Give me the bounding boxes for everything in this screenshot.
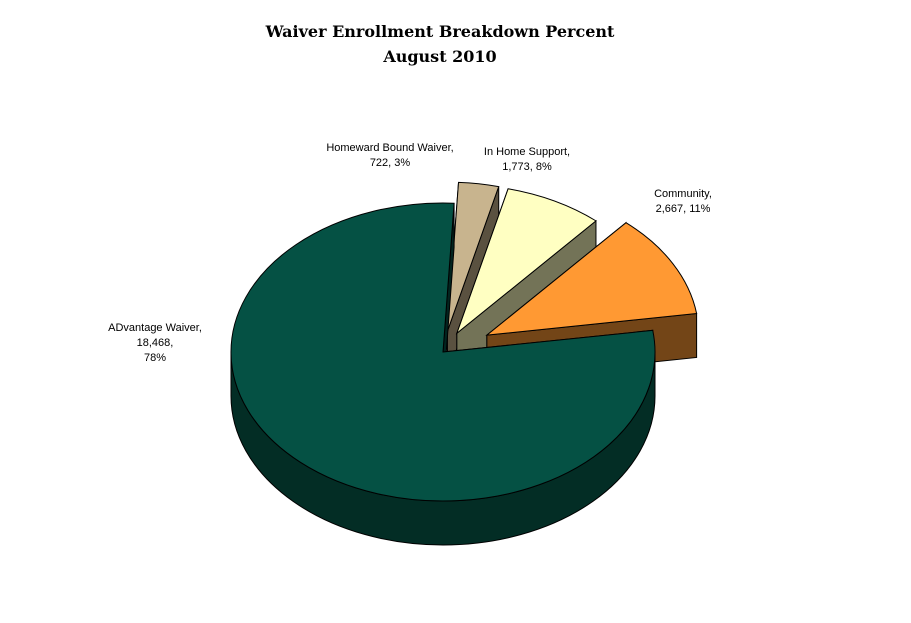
data-label-community: Community, 2,667, 11% [654, 188, 712, 215]
pie-slice-advantage-waiver [230, 202, 656, 546]
data-label-advantage-waiver: ADvantage Waiver, 18,468, 78% [108, 322, 202, 364]
chart-title: Waiver Enrollment Breakdown Percent [265, 22, 615, 41]
data-label-homeward-bound-waiver: Homeward Bound Waiver, 722, 3% [326, 142, 453, 169]
data-label-in-home-support: In Home Support, 1,773, 8% [484, 146, 570, 173]
chart-subtitle: August 2010 [383, 47, 497, 66]
